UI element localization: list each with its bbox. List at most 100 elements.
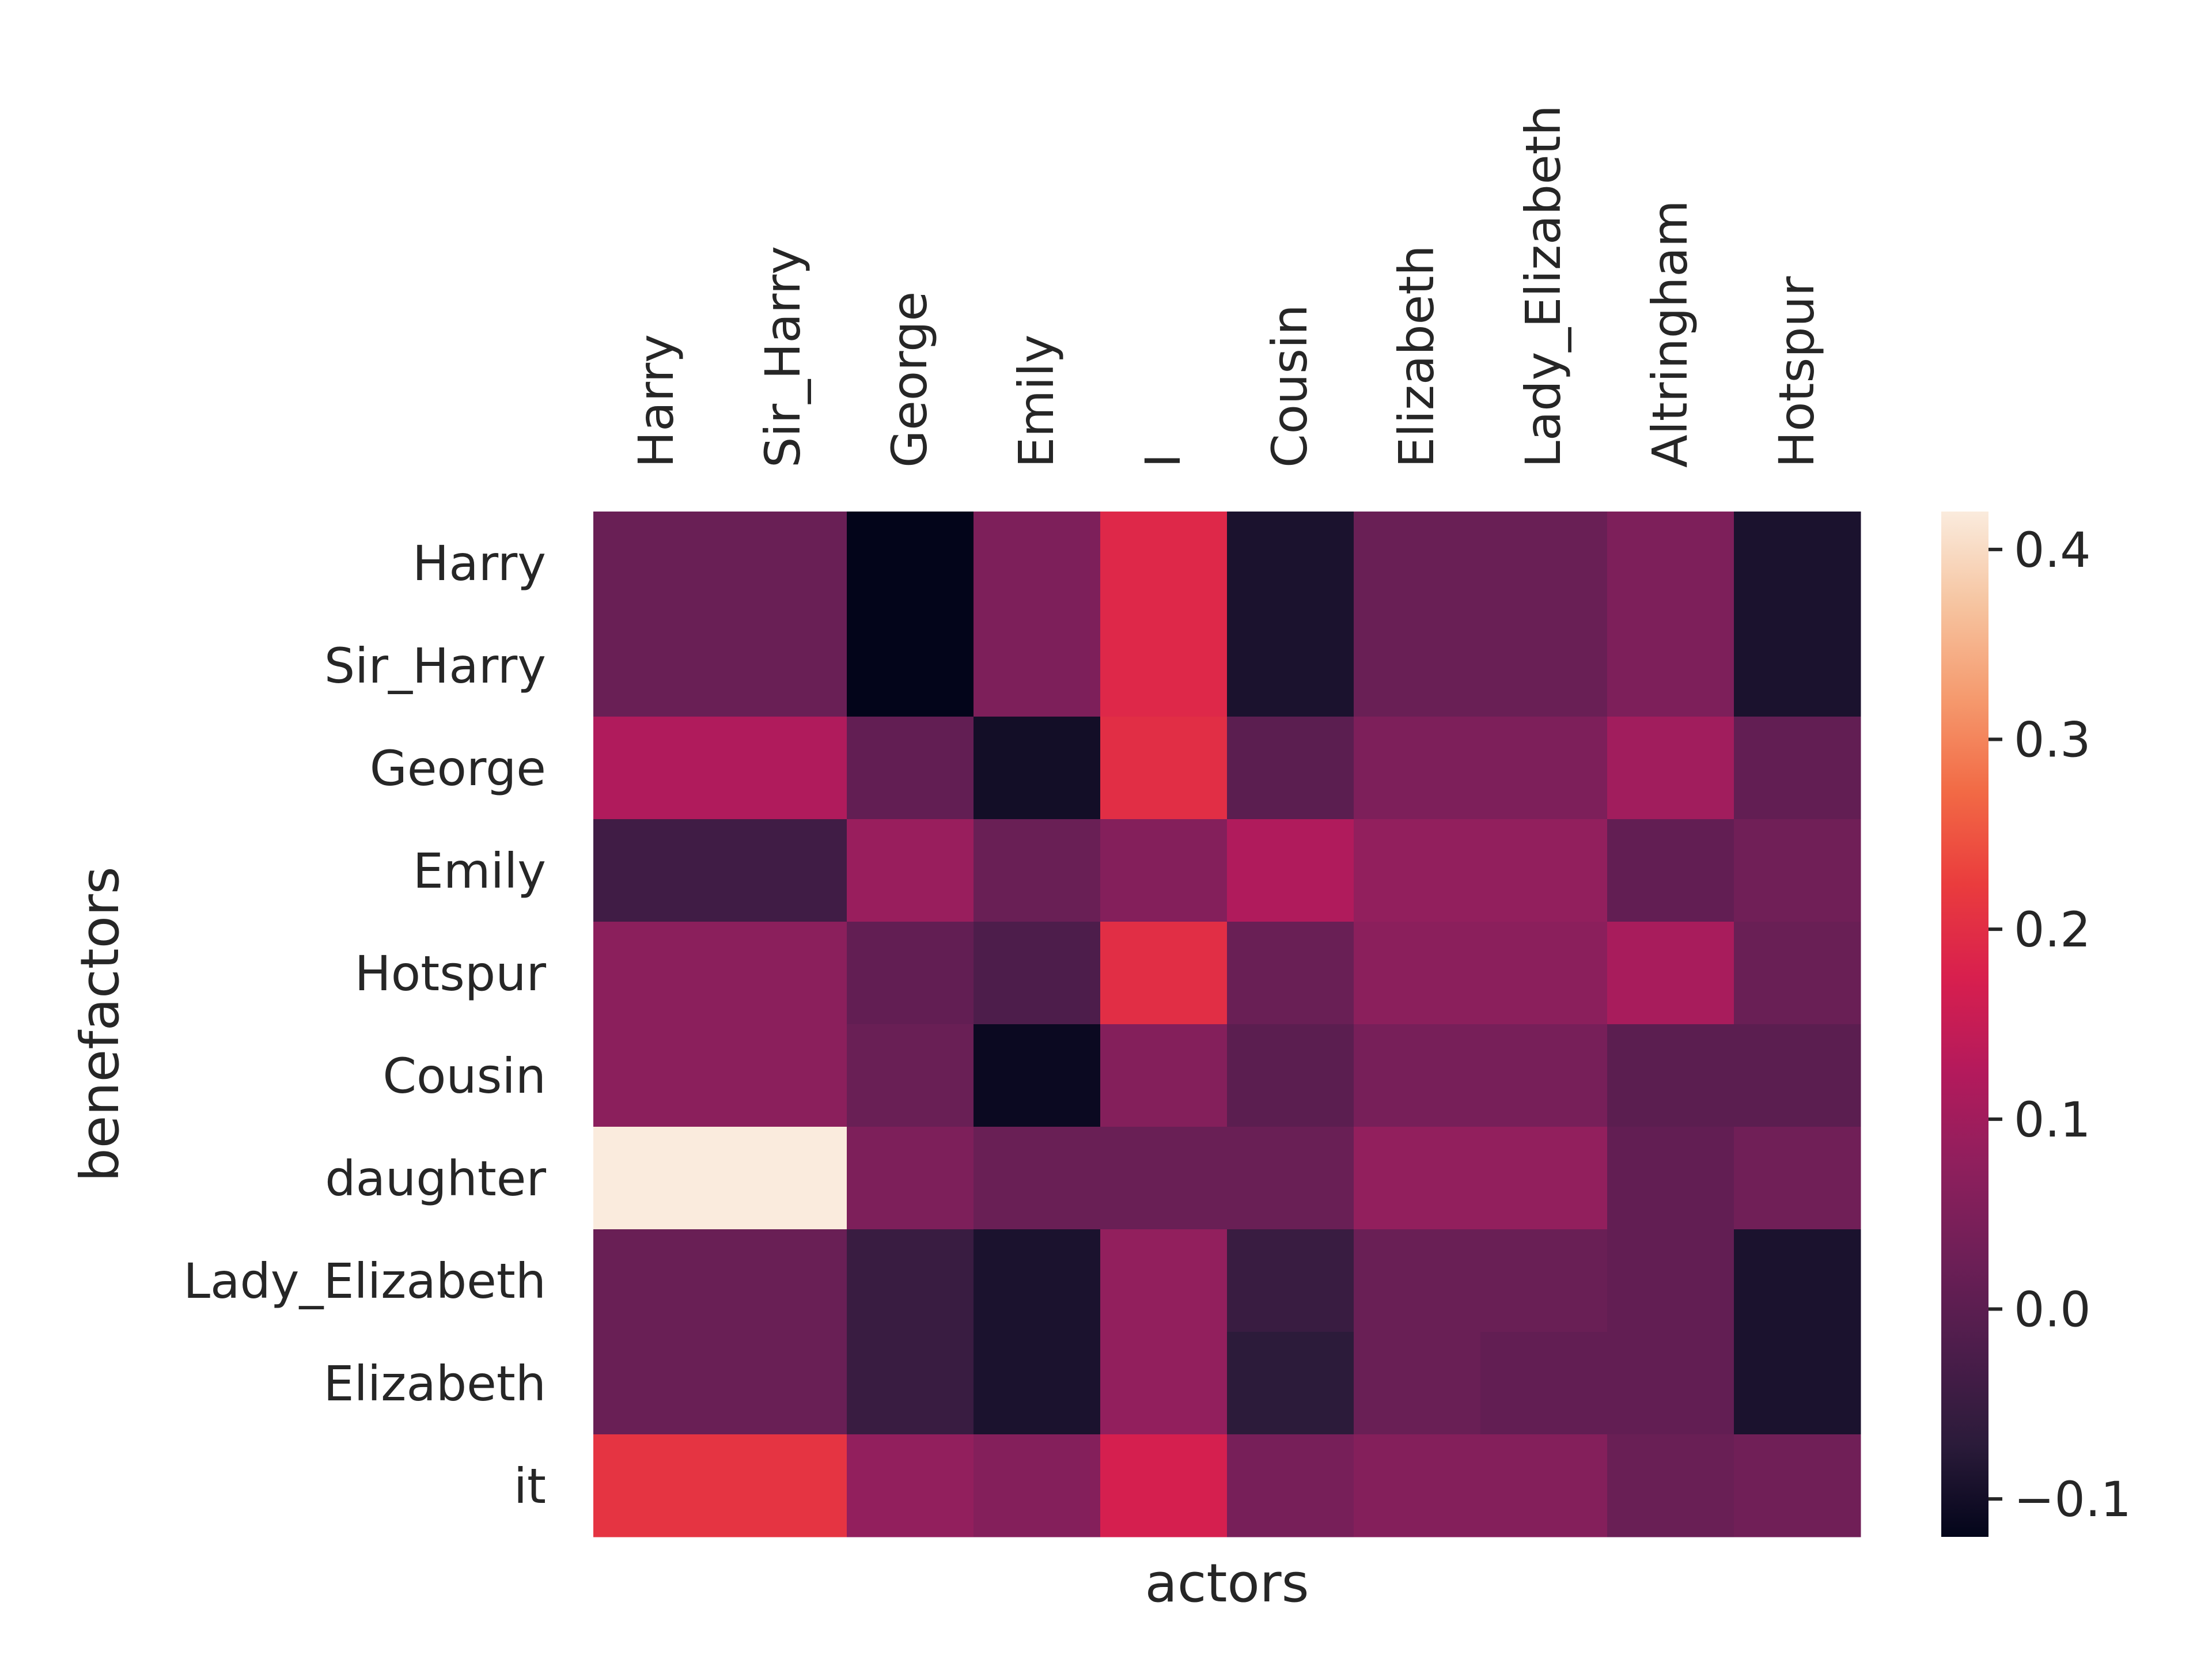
heatmap-cell [1480,1229,1608,1332]
y-tick-label: Emily [413,843,546,899]
heatmap-cell [593,717,721,820]
heatmap-cell [1734,1024,1861,1127]
heatmap-cell [1227,922,1354,1025]
heatmap-cell [974,1127,1101,1230]
heatmap-cell [1227,819,1354,922]
heatmap-cell [1607,1229,1734,1332]
heatmap-cell [847,922,974,1025]
heatmap-cell [1354,512,1481,615]
heatmap-cell [1607,512,1734,615]
heatmap-cell [1480,922,1608,1025]
heatmap-cells [593,512,1861,1537]
heatmap-cell [1480,1332,1608,1435]
heatmap-cell [720,1332,847,1435]
heatmap-cell [1734,614,1861,717]
heatmap-cell [974,1332,1101,1435]
heatmap-cell [1100,1024,1228,1127]
heatmap-cell [1100,819,1228,922]
heatmap-cell [720,512,847,615]
heatmap-cell [1100,512,1228,615]
heatmap-cell [720,614,847,717]
heatmap-cell [1354,1024,1481,1127]
y-tick-label: Lady_Elizabeth [183,1253,546,1309]
heatmap-cell [847,1127,974,1230]
heatmap-cell [1227,1434,1354,1537]
heatmap-cell [720,1229,847,1332]
heatmap-cell [847,512,974,615]
x-tick-label: Elizabeth [1388,245,1445,468]
heatmap-cell [1480,819,1608,922]
heatmap-cell [1480,717,1608,820]
heatmap-cell [720,819,847,922]
x-tick-label: Altringham [1642,200,1698,468]
heatmap-cell [720,1434,847,1537]
y-tick-label: Elizabeth [324,1355,547,1412]
x-tick-label: Emily [1008,335,1065,468]
heatmap-cell [974,922,1101,1025]
heatmap-cell [1734,819,1861,922]
heatmap-cell [1607,1127,1734,1230]
heatmap-cell [1734,922,1861,1025]
heatmap-cell [593,1434,721,1537]
heatmap-cell [1480,1127,1608,1230]
heatmap-cell [1227,1332,1354,1435]
y-tick-label: Sir_Harry [324,638,546,694]
heatmap-cell [720,1127,847,1230]
heatmap-cell [1100,614,1228,717]
heatmap-cell [1607,1434,1734,1537]
x-tick-label: Harry [628,334,684,468]
heatmap-cell [593,512,721,615]
y-tick-label: it [514,1458,546,1514]
heatmap-cell [1734,512,1861,615]
heatmap-cell [1734,1332,1861,1435]
heatmap-cell [1607,717,1734,820]
heatmap-cell [974,614,1101,717]
y-axis-title: benefactors [69,866,131,1181]
heatmap-cell [1734,1127,1861,1230]
y-tick-label: George [370,740,546,797]
heatmap-cell [1227,614,1354,717]
heatmap-cell [1607,819,1734,922]
y-axis-ticks: Harry Sir_Harry George Emily Hotspur Cousin da… [183,535,546,1514]
x-tick-label: Cousin [1262,304,1318,468]
heatmap-cell [974,512,1101,615]
heatmap-cell [1607,1332,1734,1435]
heatmap-cell [1227,1127,1354,1230]
heatmap-cell [1227,512,1354,615]
heatmap-cell [1734,1229,1861,1332]
x-tick-label: I [1135,453,1191,468]
heatmap-cell [1227,1229,1354,1332]
x-tick-label: George [881,291,938,468]
colorbar-tick-label: 0.2 [2014,902,2091,958]
heatmap-cell [1354,614,1481,717]
y-tick-label: Cousin [382,1048,546,1104]
heatmap-cell [1480,614,1608,717]
heatmap-cell [847,614,974,717]
colorbar-tick-label: 0.1 [2014,1092,2091,1148]
colorbar-tick-label: 0.0 [2014,1281,2091,1338]
heatmap-cell [1100,922,1228,1025]
y-tick-label: Hotspur [355,945,547,1002]
heatmap-cell [974,1024,1101,1127]
heatmap-cell [720,717,847,820]
colorbar-tick-label: 0.4 [2014,522,2091,578]
heatmap-cell [720,922,847,1025]
heatmap-cell [974,819,1101,922]
heatmap-cell [593,1332,721,1435]
heatmap-cell [847,1024,974,1127]
heatmap-cell [1734,1434,1861,1537]
heatmap-cell [1227,1024,1354,1127]
heatmap-cell [593,614,721,717]
heatmap-cell [1607,922,1734,1025]
heatmap-cell [847,819,974,922]
heatmap-cell [1354,922,1481,1025]
heatmap-cell [593,1127,721,1230]
colorbar-tick-label: 0.3 [2014,712,2091,768]
x-tick-label: Lady_Elizabeth [1515,105,1571,468]
heatmap-cell [974,717,1101,820]
heatmap-cell [1354,1127,1481,1230]
heatmap-cell [847,1434,974,1537]
heatmap-cell [1100,1127,1228,1230]
heatmap-cell [593,922,721,1025]
